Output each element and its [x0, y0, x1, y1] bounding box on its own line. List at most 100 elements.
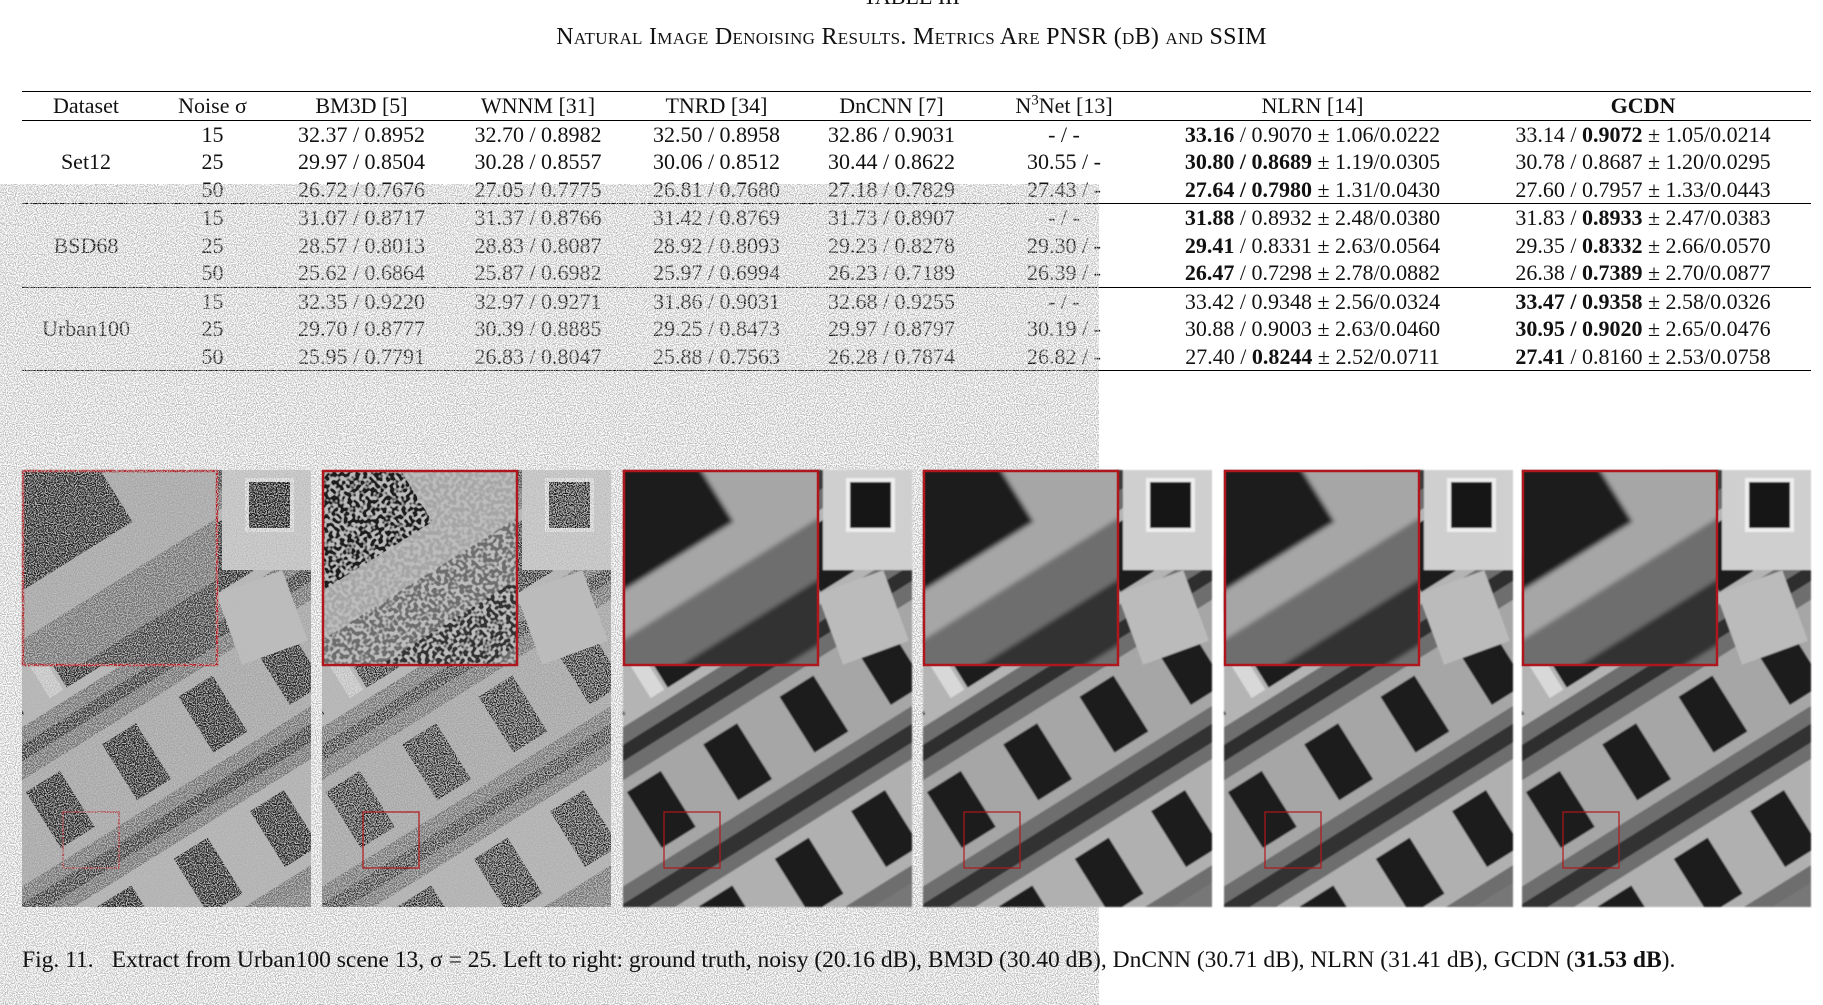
column-header: Dataset	[22, 92, 150, 121]
table-cell: 31.42 / 0.8769	[652, 205, 781, 230]
column-header: N3Net [13]	[978, 92, 1150, 121]
table-row: 25 29.70 / 0.8777 30.39 / 0.8885 29.25 / 0.…	[22, 315, 1811, 343]
text-segment: 33.16	[1184, 121, 1235, 147]
text-segment: ± 2.70/0.0877	[1642, 260, 1771, 285]
table-row: 50 25.95 / 0.7791 26.83 / 0.8047 25.88 / 0.…	[22, 343, 1811, 371]
text-segment: 31.83 /	[1515, 205, 1582, 230]
inset-frame	[922, 469, 1120, 667]
table-cell: 50	[201, 260, 224, 285]
text-segment: 29.35 /	[1515, 232, 1582, 258]
caption-segment: Fig. 11.	[22, 947, 94, 973]
table-cell: 30.44 / 0.8622	[827, 149, 956, 174]
table-cell: 25	[201, 316, 224, 341]
table-cell: 26.28 / 0.7874	[827, 343, 956, 369]
text-segment: 33.47 / 0.9358	[1515, 288, 1643, 314]
column-header: Noise σ	[150, 92, 275, 121]
table-cell: 15	[201, 121, 224, 147]
table-cell: 26.81 / 0.7680	[652, 176, 781, 202]
text-segment: 30.95 / 0.9020	[1515, 316, 1643, 341]
header-row: Dataset Noise σ BM3D [5] WNNM [31] TNRD [34]…	[22, 92, 1811, 121]
column-header: WNNM [31]	[448, 92, 628, 121]
text-segment: Noise σ	[178, 93, 247, 118]
text-segment: 0.8933	[1581, 205, 1643, 230]
zoom-box	[1562, 811, 1620, 869]
table-cell: 31.83 / 0.8933 ± 2.47/0.0383	[1475, 204, 1811, 232]
table-cell: 28.83 / 0.8087	[474, 232, 602, 258]
table-cell: 26.39 / -	[1027, 260, 1101, 285]
text-segment: ± 2.65/0.0476	[1642, 316, 1771, 341]
table-cell: 31.07 / 0.8717	[297, 205, 426, 230]
table-cell: 26.23 / 0.7189	[827, 260, 956, 285]
zoom-box	[362, 811, 420, 869]
table-cell: 26.83 / 0.8047	[474, 343, 602, 369]
table-cell: 50	[201, 176, 224, 202]
table-cell: - / -	[1048, 288, 1080, 314]
text-segment: NLRN [14]	[1261, 93, 1364, 118]
table-row: Set12 15 32.37 / 0.8952 32.70 / 0.8982 32.50…	[22, 120, 1811, 175]
table-cell: 30.55 / -	[1027, 149, 1101, 174]
table-row: Urban100 15 32.35 / 0.9220 32.97 / 0.9271 31…	[22, 287, 1811, 341]
table-cell: 25.62 / 0.6864	[297, 260, 426, 285]
table-cell: 30.88 / 0.9003 ± 2.63/0.0460	[1184, 316, 1441, 341]
text-segment: / 0.8932 ± 2.48/0.0380	[1234, 205, 1441, 230]
table-cell: 26.38 / 0.7389 ± 2.70/0.0877	[1475, 259, 1811, 287]
table-cell: - / -	[1048, 205, 1080, 230]
table-cell: 32.70 / 0.8982	[474, 121, 602, 147]
table-cell: 32.37 / 0.8952	[297, 121, 426, 147]
table-cell: 30.78 / 0.8687 ± 1.20/0.0295	[1515, 149, 1771, 174]
table-cell: 26.72 / 0.7676	[297, 176, 426, 202]
text-segment: 27.40 /	[1185, 343, 1252, 369]
column-header: DnCNN [7]	[805, 92, 978, 121]
table-cell: 27.43 / -	[1027, 176, 1101, 202]
table-cell: 25.88 / 0.7563	[652, 343, 781, 369]
table-cell: 33.14 / 0.9072 ± 1.05/0.0214	[1475, 120, 1811, 148]
zoom-box	[963, 811, 1021, 869]
table-cell: 33.47 / 0.9358 ± 2.58/0.0326	[1475, 287, 1811, 315]
table-cell: 29.23 / 0.8278	[827, 232, 956, 258]
table-cell: 30.39 / 0.8885	[474, 316, 602, 341]
text-segment: ± 2.47/0.0383	[1642, 205, 1771, 230]
inset-frame	[622, 469, 820, 667]
table-cell: 30.28 / 0.8557	[474, 149, 602, 174]
table-cell: 26.47 / 0.7298 ± 2.78/0.0882	[1150, 259, 1475, 287]
text-segment: 0.8332	[1581, 232, 1643, 258]
table-cell: 29.35 / 0.8332 ± 2.66/0.0570	[1475, 232, 1811, 260]
text-segment: ± 1.05/0.0214	[1642, 121, 1771, 147]
table-cell: 15	[201, 288, 224, 314]
text-segment: 29.41	[1184, 232, 1235, 258]
table-cell: 30.95 / 0.9020 ± 2.65/0.0476	[1475, 315, 1811, 343]
text-segment: ± 2.66/0.0570	[1642, 232, 1771, 258]
text-segment: / 0.9070 ± 1.06/0.0222	[1234, 121, 1441, 147]
inset-frame	[321, 469, 519, 667]
text-segment: WNNM [31]	[480, 93, 596, 118]
inset-frame	[1223, 469, 1421, 667]
table-cell: 25	[201, 232, 224, 258]
table-cell: 31.88 / 0.8932 ± 2.48/0.0380	[1150, 204, 1475, 232]
text-segment: GCDN	[1610, 93, 1676, 118]
image-panel	[91, 0, 1823, 1005]
table-cell: 30.80 / 0.8689 ± 1.19/0.0305	[1150, 148, 1475, 176]
table-cell: 33.16 / 0.9070 ± 1.06/0.0222	[1150, 120, 1475, 148]
inset-frame	[1521, 469, 1719, 667]
text-segment: TNRD [34]	[665, 93, 768, 118]
zoom-box	[1264, 811, 1322, 869]
table-cell: 29.41 / 0.8331 ± 2.63/0.0564	[1150, 232, 1475, 260]
table-cell: 30.19 / -	[1027, 316, 1101, 341]
text-segment: N	[1015, 93, 1032, 118]
text-segment: Net [13]	[1038, 93, 1113, 118]
text-segment: 0.9072	[1581, 121, 1643, 147]
table-cell: 27.41 / 0.8160 ± 2.53/0.0758	[1475, 343, 1811, 371]
inset-frame	[21, 469, 219, 667]
table-cell: 25	[201, 149, 224, 174]
table-cell: 31.86 / 0.9031	[652, 288, 781, 314]
results-table: Dataset Noise σ BM3D [5] WNNM [31] TNRD [34]…	[22, 91, 1811, 371]
text-segment: 30.80 / 0.8689	[1184, 149, 1312, 174]
table-cell: - / -	[1048, 121, 1080, 147]
table-cell: 27.60 / 0.7957 ± 1.33/0.0443	[1515, 176, 1771, 202]
table-cell: 25.87 / 0.6982	[474, 260, 602, 285]
column-header: NLRN [14]	[1150, 92, 1475, 121]
caption-segment: 31.53 dB	[1574, 947, 1662, 973]
